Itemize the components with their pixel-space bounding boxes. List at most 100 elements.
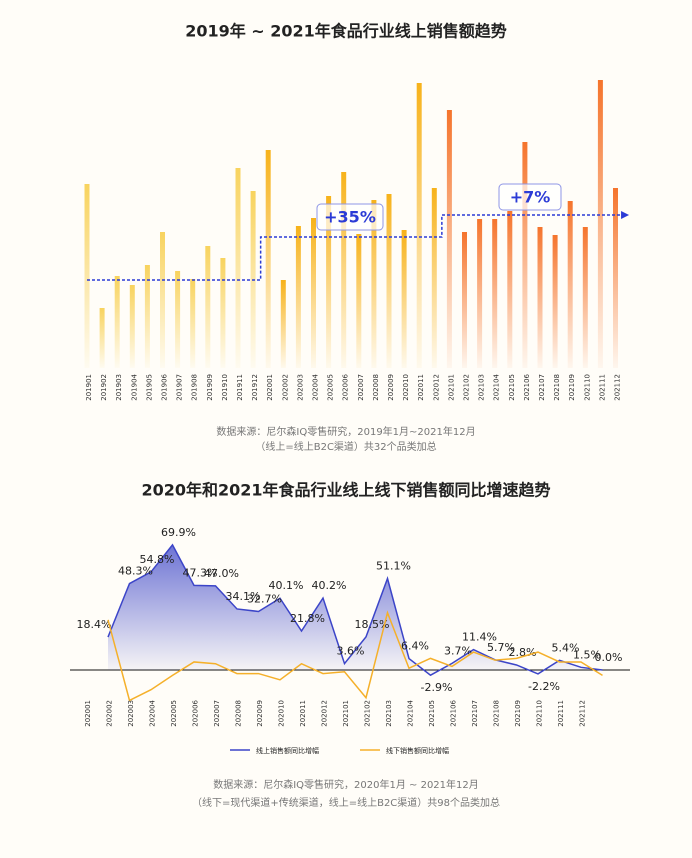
x-tick-label: 202112 (579, 700, 587, 727)
x-tick-label: 202107 (538, 374, 546, 401)
bar (175, 271, 181, 368)
bar (401, 230, 407, 368)
annotation: +7% (510, 188, 551, 207)
x-tick-label: 202108 (493, 700, 501, 727)
legend-label: 线下销售额同比增幅 (386, 746, 449, 755)
value-label: 6.4% (401, 640, 429, 653)
x-tick-label: 202110 (536, 700, 544, 727)
value-label: -2.2% (528, 680, 560, 693)
value-label: 3.6% (337, 645, 365, 658)
x-tick-label: 202103 (478, 374, 486, 401)
x-tick-label: 201909 (206, 374, 214, 401)
x-tick-label: 202003 (296, 374, 304, 401)
bar (371, 200, 377, 368)
bar (114, 276, 120, 368)
bar (190, 279, 196, 368)
x-tick-label: 202004 (149, 699, 157, 726)
bar (356, 234, 362, 368)
value-label: 21.8% (290, 612, 325, 625)
x-tick-label: 201903 (115, 374, 123, 401)
value-label: 0.0% (595, 651, 623, 664)
x-tick-label: 202111 (557, 700, 565, 727)
x-tick-label: 202011 (299, 700, 307, 727)
x-tick-label: 202009 (387, 374, 395, 401)
bar (507, 211, 513, 368)
arrow-head (621, 211, 630, 219)
x-tick-label: 201908 (191, 374, 199, 401)
source: （线下=现代渠道+传统渠道，线上=线上B2C渠道）共98个品类加总 (192, 796, 500, 809)
bar (311, 218, 316, 368)
x-tick-label: 201906 (161, 373, 169, 400)
x-tick-label: 201905 (145, 374, 153, 401)
value-label: 47.0% (204, 567, 239, 580)
value-label: 40.2% (312, 579, 347, 592)
legend-label: 线上销售额同比增幅 (256, 746, 319, 755)
bar (295, 226, 301, 368)
x-tick-label: 202001 (84, 700, 92, 727)
bar (462, 232, 467, 368)
value-label: 18.5% (355, 618, 390, 631)
value-label: 48.3% (118, 565, 153, 578)
x-tick-label: 201912 (251, 374, 259, 401)
x-tick-label: 202101 (447, 374, 455, 401)
bar (235, 168, 241, 368)
x-tick-label: 202105 (428, 700, 436, 727)
area (108, 544, 603, 676)
x-tick-label: 202005 (170, 700, 178, 727)
chart-title: 2020年和2021年食品行业线上线下销售额同比增速趋势 (141, 481, 550, 500)
bar (205, 246, 211, 368)
x-tick-label: 202109 (514, 700, 522, 727)
x-tick-label: 202006 (342, 373, 350, 400)
value-label: -2.9% (421, 681, 453, 694)
bar (597, 80, 603, 368)
bar (160, 232, 165, 368)
bar (613, 188, 618, 368)
x-tick-label: 202007 (213, 700, 221, 727)
x-tick-label: 202010 (278, 700, 286, 727)
value-label: 2.8% (509, 646, 537, 659)
value-label: 34.1% (226, 590, 261, 603)
bar (446, 110, 452, 368)
value-label: 51.1% (376, 560, 411, 573)
value-label: 40.1% (269, 579, 304, 592)
x-tick-label: 202002 (106, 700, 114, 727)
bar (129, 285, 135, 368)
x-tick-label: 202104 (493, 373, 501, 400)
x-tick-label: 202109 (568, 374, 576, 401)
x-tick-label: 202008 (235, 700, 243, 727)
source: 数据来源：尼尔森IQ零售研究，2020年1月 ~ 2021年12月 (213, 778, 479, 791)
bar (567, 201, 573, 368)
x-tick-label: 202107 (471, 700, 479, 727)
x-tick-label: 202103 (385, 700, 393, 727)
bar (84, 184, 90, 368)
x-tick-label: 202003 (127, 700, 135, 727)
bar (492, 219, 498, 368)
bar (265, 150, 271, 368)
bar (280, 280, 286, 368)
x-tick-label: 202104 (407, 699, 415, 726)
x-tick-label: 201911 (236, 374, 244, 401)
value-label: 32.7% (247, 592, 282, 605)
line (107, 543, 603, 677)
line (107, 610, 603, 702)
x-tick-label: 202111 (598, 374, 606, 401)
x-tick-label: 202007 (357, 374, 365, 401)
x-tick-label: 202102 (364, 700, 372, 727)
x-tick-label: 202004 (312, 373, 320, 400)
x-tick-label: 202001 (266, 374, 274, 401)
value-label: 54.8% (140, 553, 175, 566)
x-tick-label: 201910 (221, 374, 229, 401)
bar (144, 265, 150, 368)
bar (99, 308, 105, 368)
value-label: 1.5% (573, 648, 601, 661)
x-tick-label: 202012 (321, 700, 329, 727)
x-tick-label: 202005 (327, 374, 335, 401)
value-label: 3.7% (444, 644, 472, 657)
x-tick-label: 202108 (553, 374, 561, 401)
annotation-box (498, 183, 562, 211)
x-tick-label: 202008 (372, 374, 380, 401)
average-line (87, 214, 624, 281)
x-tick-label: 202105 (508, 374, 516, 401)
